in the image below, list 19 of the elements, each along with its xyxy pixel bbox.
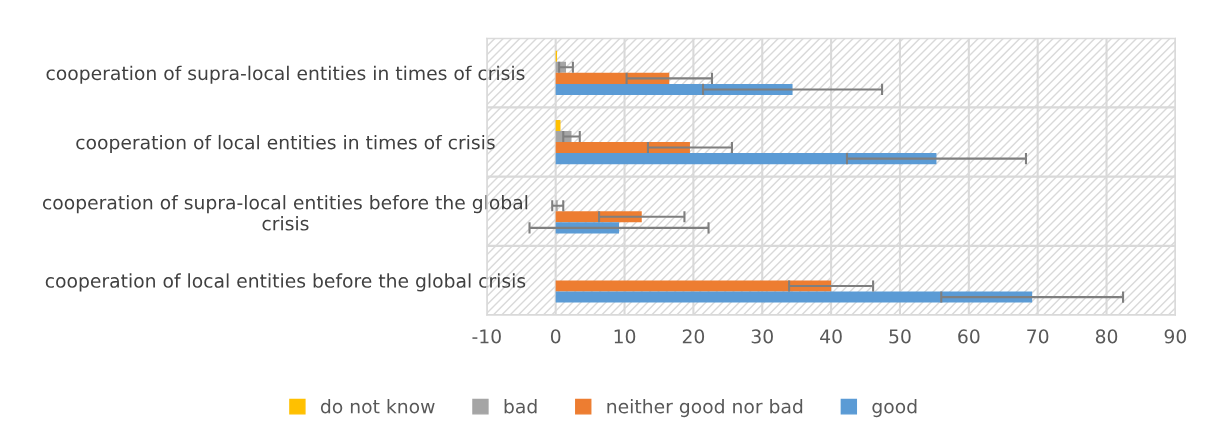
x-tick-label: 80 (1095, 329, 1118, 344)
x-tick-label: 90 (1164, 329, 1187, 344)
x-tick-label: -10 (472, 329, 501, 344)
x-tick-label: 20 (682, 329, 705, 344)
y-tick-label: cooperation of local entities in times of crisis (76, 134, 495, 154)
legend-label: bad (504, 398, 537, 414)
y-tick-label: cooperation of local entities before the global crisis (45, 273, 526, 292)
x-tick-label: 10 (614, 329, 636, 344)
x-tick-label: 60 (958, 329, 980, 344)
y-tick-label: cooperation of supra-local entities in times of crisis (46, 65, 525, 84)
x-tick-label: 70 (1027, 329, 1049, 344)
legend-label: good (872, 398, 917, 418)
x-tick-label: 40 (820, 329, 842, 344)
y-tick-label: cooperation of supra-local entities before the global crisis (42, 195, 528, 231)
x-tick-label: 30 (751, 329, 773, 344)
x-tick-label: 0 (550, 329, 561, 344)
legend-label: neither good nor bad (607, 398, 803, 418)
x-tick-label: 50 (889, 329, 911, 344)
legend-label: do not know (320, 398, 435, 414)
